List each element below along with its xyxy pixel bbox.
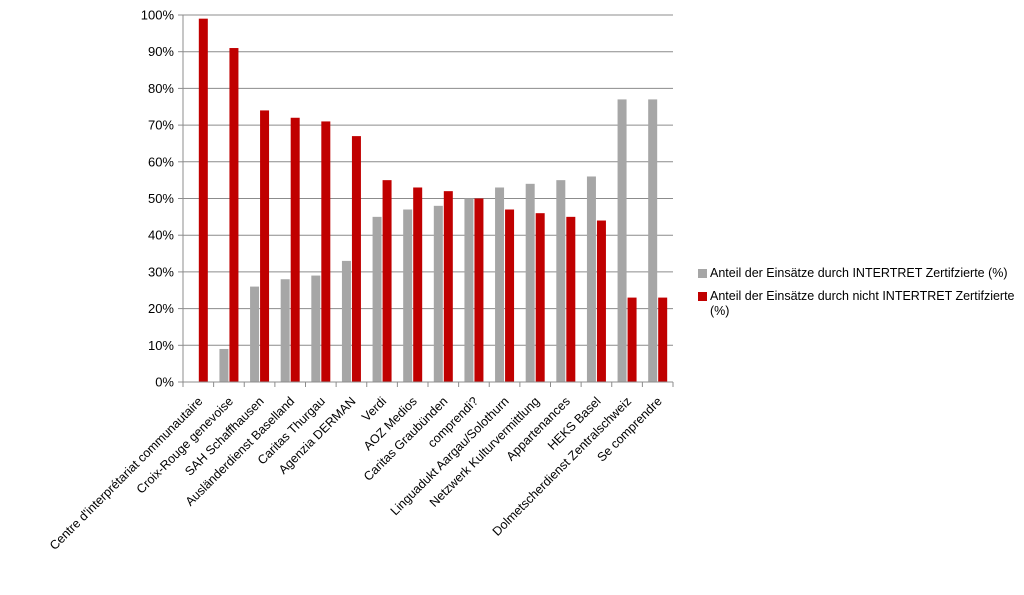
x-category-label: Centre d'interprétariat communautaire: [47, 394, 206, 553]
bars: [198, 18, 668, 383]
y-tick-label: 80%: [148, 81, 174, 96]
legend-item-non-certified: Anteil der Einsätze durch nicht INTERTRE…: [698, 289, 1024, 319]
y-tick-label: 0%: [155, 375, 174, 390]
bar-certified: [280, 279, 290, 382]
y-tick-label: 50%: [148, 191, 174, 206]
x-axis-category-labels: Centre d'interprétariat communautaireCro…: [47, 394, 665, 553]
axes: [182, 15, 674, 387]
bar-certified: [464, 198, 474, 382]
bar-non-certified: [566, 216, 576, 382]
bar-certified: [372, 216, 382, 382]
bar-non-certified: [260, 110, 270, 383]
bar-non-certified: [321, 121, 331, 383]
bar-certified: [586, 176, 596, 382]
legend-swatch-non-certified: [698, 292, 707, 301]
bar-non-certified: [535, 213, 545, 382]
bar-certified: [341, 260, 351, 382]
bar-certified: [219, 348, 229, 382]
bar-non-certified: [290, 117, 300, 382]
bar-non-certified: [443, 191, 453, 382]
bar-non-certified: [351, 136, 361, 382]
bar-certified: [311, 275, 321, 382]
legend-label-certified: Anteil der Einsätze durch INTERTRET Zert…: [710, 266, 1008, 280]
bar-non-certified: [596, 220, 606, 382]
y-tick-label: 90%: [148, 44, 174, 59]
bar-certified: [617, 99, 627, 382]
bar-non-certified: [474, 198, 484, 382]
legend-swatch-certified: [698, 269, 707, 278]
bar-non-certified: [413, 187, 423, 382]
bar-non-certified: [382, 180, 392, 382]
y-tick-label: 40%: [148, 228, 174, 243]
bar-certified: [495, 187, 505, 382]
legend-item-certified: Anteil der Einsätze durch INTERTRET Zert…: [698, 266, 1024, 281]
y-tick-label: 30%: [148, 264, 174, 279]
legend-label-non-certified: Anteil der Einsätze durch nicht INTERTRE…: [710, 289, 1015, 318]
y-tick-label: 70%: [148, 118, 174, 133]
y-tick-label: 10%: [148, 338, 174, 353]
bar-certified: [648, 99, 658, 382]
bar-certified: [525, 183, 535, 382]
bar-non-certified: [658, 297, 668, 382]
bar-certified: [556, 180, 566, 382]
y-axis-tick-labels: 0% 10% 20% 30% 40% 50% 60% 70% 80% 90% 100%: [141, 8, 175, 390]
bar-non-certified: [229, 48, 239, 382]
y-tick-label: 100%: [141, 8, 175, 23]
bar-certified: [250, 286, 260, 382]
bar-non-certified: [198, 18, 208, 382]
legend: Anteil der Einsätze durch INTERTRET Zert…: [698, 266, 1024, 327]
y-tick-label: 60%: [148, 154, 174, 169]
bar-non-certified: [505, 209, 515, 382]
bar-chart: 0% 10% 20% 30% 40% 50% 60% 70% 80% 90% 100% Centre…: [47, 8, 674, 553]
bar-non-certified: [627, 297, 637, 382]
bar-certified: [433, 205, 443, 382]
y-tick-label: 20%: [148, 301, 174, 316]
bar-certified: [403, 209, 413, 382]
